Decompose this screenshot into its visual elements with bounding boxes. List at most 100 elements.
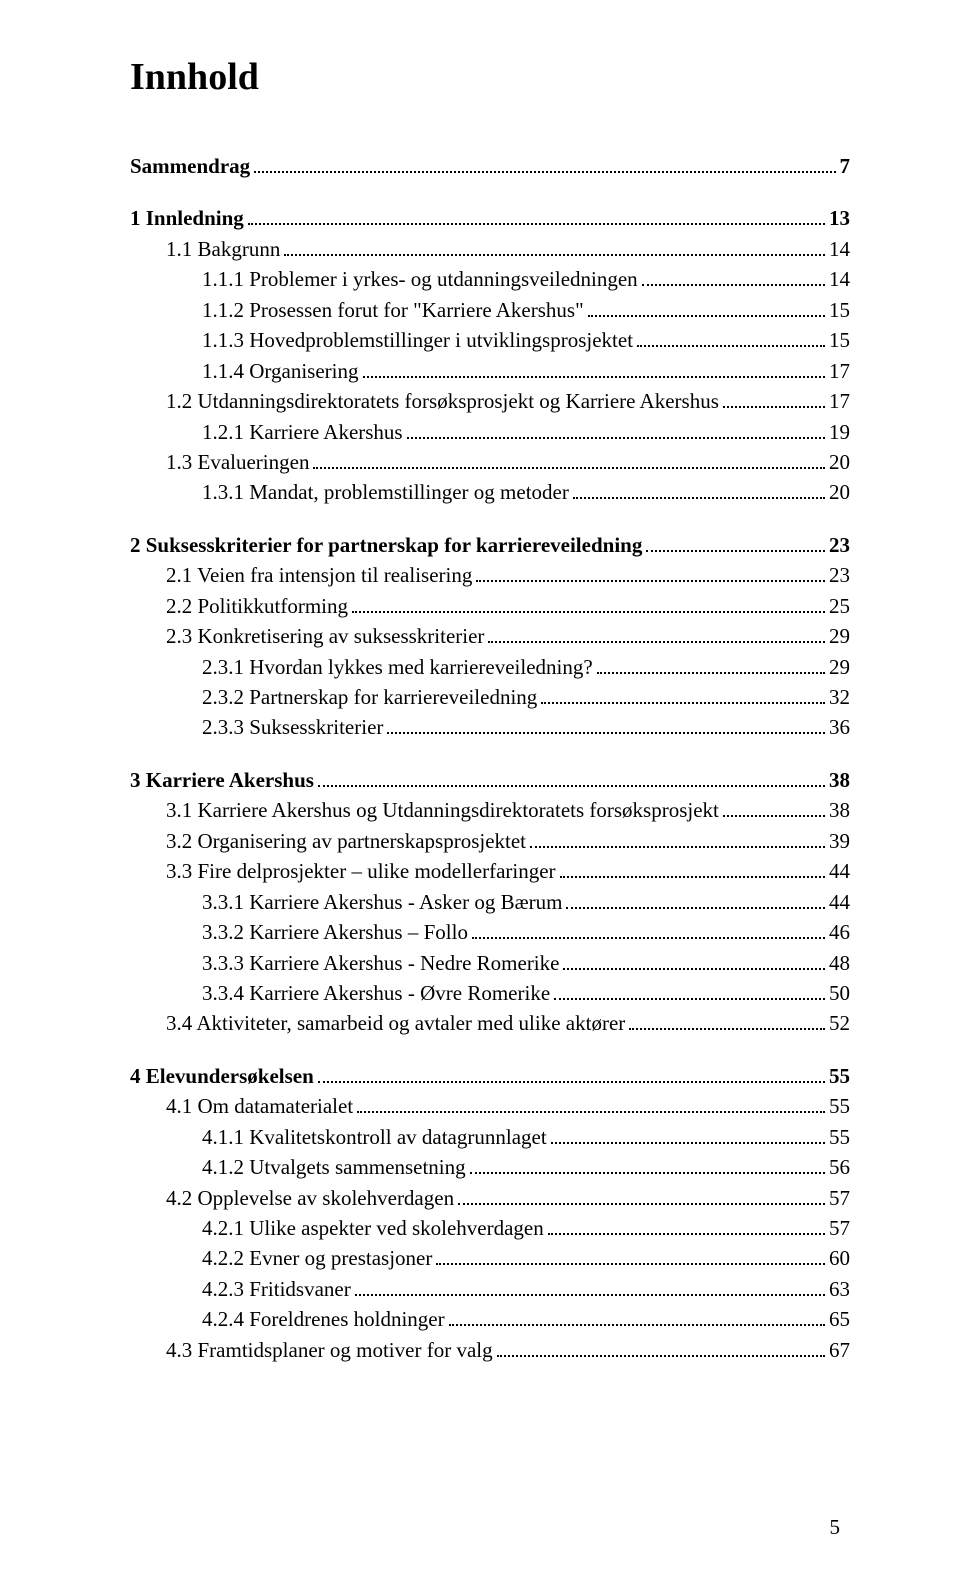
toc-entry-page: 17 xyxy=(829,386,850,416)
toc-entry: 4.1.2 Utvalgets sammensetning 56 xyxy=(130,1152,850,1182)
toc-leader-dots xyxy=(530,828,825,848)
toc-entry-page: 29 xyxy=(829,621,850,651)
toc-entry: 1.1.2 Prosessen forut for "Karriere Aker… xyxy=(130,295,850,325)
table-of-contents: Sammendrag 7 1 Innledning 131.1 Bakgrunn … xyxy=(130,151,850,1365)
toc-entry-label: 4.1.1 Kvalitetskontroll av datagrunnlage… xyxy=(202,1122,547,1152)
toc-leader-dots xyxy=(470,1154,825,1174)
toc-entry-page: 23 xyxy=(829,560,850,590)
toc-leader-dots xyxy=(723,388,825,408)
toc-entry-label: 2.3.3 Suksesskriterier xyxy=(202,712,383,742)
toc-entry: 3.3 Fire delprosjekter – ulike modellerf… xyxy=(130,856,850,886)
toc-leader-dots xyxy=(563,950,825,970)
toc-entry-page: 57 xyxy=(829,1183,850,1213)
toc-gap xyxy=(130,181,850,203)
toc-entry: 1.3 Evalueringen 20 xyxy=(130,447,850,477)
toc-leader-dots xyxy=(248,206,825,226)
toc-entry-page: 56 xyxy=(829,1152,850,1182)
toc-entry-label: 1 Innledning xyxy=(130,203,244,233)
toc-entry: 4.2.1 Ulike aspekter ved skolehverdagen … xyxy=(130,1213,850,1243)
toc-entry-page: 55 xyxy=(829,1061,850,1091)
toc-leader-dots xyxy=(554,980,825,1000)
toc-leader-dots xyxy=(313,449,825,469)
toc-leader-dots xyxy=(355,1276,825,1296)
toc-entry-page: 29 xyxy=(829,652,850,682)
toc-leader-dots xyxy=(723,797,825,817)
toc-entry-label: 4.2.2 Evner og prestasjoner xyxy=(202,1243,432,1273)
toc-leader-dots xyxy=(541,684,825,704)
toc-entry: 3.2 Organisering av partnerskapsprosjekt… xyxy=(130,826,850,856)
toc-leader-dots xyxy=(476,562,825,582)
toc-entry-page: 39 xyxy=(829,826,850,856)
toc-entry-page: 67 xyxy=(829,1335,850,1365)
toc-entry-label: 3.3.3 Karriere Akershus - Nedre Romerike xyxy=(202,948,559,978)
toc-entry-label: 1.1.4 Organisering xyxy=(202,356,359,386)
toc-entry: 3 Karriere Akershus 38 xyxy=(130,765,850,795)
toc-entry-label: 1.1.2 Prosessen forut for "Karriere Aker… xyxy=(202,295,584,325)
toc-leader-dots xyxy=(642,266,825,286)
toc-entry-page: 52 xyxy=(829,1008,850,1038)
toc-entry: 2.3.1 Hvordan lykkes med karriereveiledn… xyxy=(130,652,850,682)
toc-leader-dots xyxy=(352,593,825,613)
toc-entry: 1.1.4 Organisering 17 xyxy=(130,356,850,386)
toc-entry: 2.1 Veien fra intensjon til realisering … xyxy=(130,560,850,590)
toc-entry-label: 2.3.2 Partnerskap for karriereveiledning xyxy=(202,682,537,712)
toc-entry-label: 4 Elevundersøkelsen xyxy=(130,1061,314,1091)
toc-entry: 3.1 Karriere Akershus og Utdanningsdirek… xyxy=(130,795,850,825)
toc-leader-dots xyxy=(357,1093,825,1113)
toc-entry-page: 20 xyxy=(829,447,850,477)
toc-leader-dots xyxy=(629,1011,825,1031)
toc-entry-page: 44 xyxy=(829,887,850,917)
toc-entry-page: 36 xyxy=(829,712,850,742)
toc-leader-dots xyxy=(318,767,825,787)
toc-leader-dots xyxy=(597,654,825,674)
toc-entry: Sammendrag 7 xyxy=(130,151,850,181)
toc-entry-label: 3.2 Organisering av partnerskapsprosjekt… xyxy=(166,826,526,856)
toc-leader-dots xyxy=(254,153,835,173)
toc-entry-label: 2.3.1 Hvordan lykkes med karriereveiledn… xyxy=(202,652,593,682)
toc-entry: 4.3 Framtidsplaner og motiver for valg 6… xyxy=(130,1335,850,1365)
toc-entry-label: 1.3.1 Mandat, problemstillinger og metod… xyxy=(202,477,569,507)
toc-entry-page: 25 xyxy=(829,591,850,621)
toc-entry-page: 63 xyxy=(829,1274,850,1304)
toc-entry-page: 57 xyxy=(829,1213,850,1243)
toc-entry-label: 3.3.2 Karriere Akershus – Follo xyxy=(202,917,468,947)
toc-entry: 2.3 Konkretisering av suksesskriterier 2… xyxy=(130,621,850,651)
toc-entry: 4.2.3 Fritidsvaner 63 xyxy=(130,1274,850,1304)
toc-entry-label: 3 Karriere Akershus xyxy=(130,765,314,795)
document-page: Innhold Sammendrag 7 1 Innledning 131.1 B… xyxy=(0,0,960,1580)
toc-entry-page: 17 xyxy=(829,356,850,386)
toc-entry: 4.1.1 Kvalitetskontroll av datagrunnlage… xyxy=(130,1122,850,1152)
toc-entry-label: 1.2 Utdanningsdirektoratets forsøksprosj… xyxy=(166,386,719,416)
toc-entry-label: 4.2.3 Fritidsvaner xyxy=(202,1274,351,1304)
toc-title: Innhold xyxy=(130,55,850,99)
toc-entry-label: 4.3 Framtidsplaner og motiver for valg xyxy=(166,1335,493,1365)
toc-leader-dots xyxy=(458,1185,825,1205)
page-number: 5 xyxy=(830,1515,841,1540)
toc-leader-dots xyxy=(497,1337,825,1357)
toc-entry-page: 38 xyxy=(829,765,850,795)
toc-entry-page: 23 xyxy=(829,530,850,560)
toc-entry: 3.3.3 Karriere Akershus - Nedre Romerike… xyxy=(130,948,850,978)
toc-entry: 1.1 Bakgrunn 14 xyxy=(130,234,850,264)
toc-entry: 1 Innledning 13 xyxy=(130,203,850,233)
toc-entry-page: 7 xyxy=(840,151,851,181)
toc-leader-dots xyxy=(472,919,825,939)
toc-entry-page: 44 xyxy=(829,856,850,886)
toc-entry-label: Sammendrag xyxy=(130,151,250,181)
toc-entry: 4 Elevundersøkelsen 55 xyxy=(130,1061,850,1091)
toc-gap xyxy=(130,743,850,765)
toc-entry: 1.3.1 Mandat, problemstillinger og metod… xyxy=(130,477,850,507)
toc-entry-page: 46 xyxy=(829,917,850,947)
toc-entry: 3.3.4 Karriere Akershus - Øvre Romerike … xyxy=(130,978,850,1008)
toc-entry-label: 1.1 Bakgrunn xyxy=(166,234,280,264)
toc-entry-label: 2 Suksesskriterier for partnerskap for k… xyxy=(130,530,642,560)
toc-entry: 2.3.3 Suksesskriterier 36 xyxy=(130,712,850,742)
toc-entry-page: 20 xyxy=(829,477,850,507)
toc-entry-label: 4.2.4 Foreldrenes holdninger xyxy=(202,1304,445,1334)
toc-entry: 3.3.2 Karriere Akershus – Follo 46 xyxy=(130,917,850,947)
toc-entry-page: 55 xyxy=(829,1122,850,1152)
toc-leader-dots xyxy=(488,623,825,643)
toc-leader-dots xyxy=(284,236,825,256)
toc-entry: 1.2 Utdanningsdirektoratets forsøksprosj… xyxy=(130,386,850,416)
toc-leader-dots xyxy=(318,1063,825,1083)
